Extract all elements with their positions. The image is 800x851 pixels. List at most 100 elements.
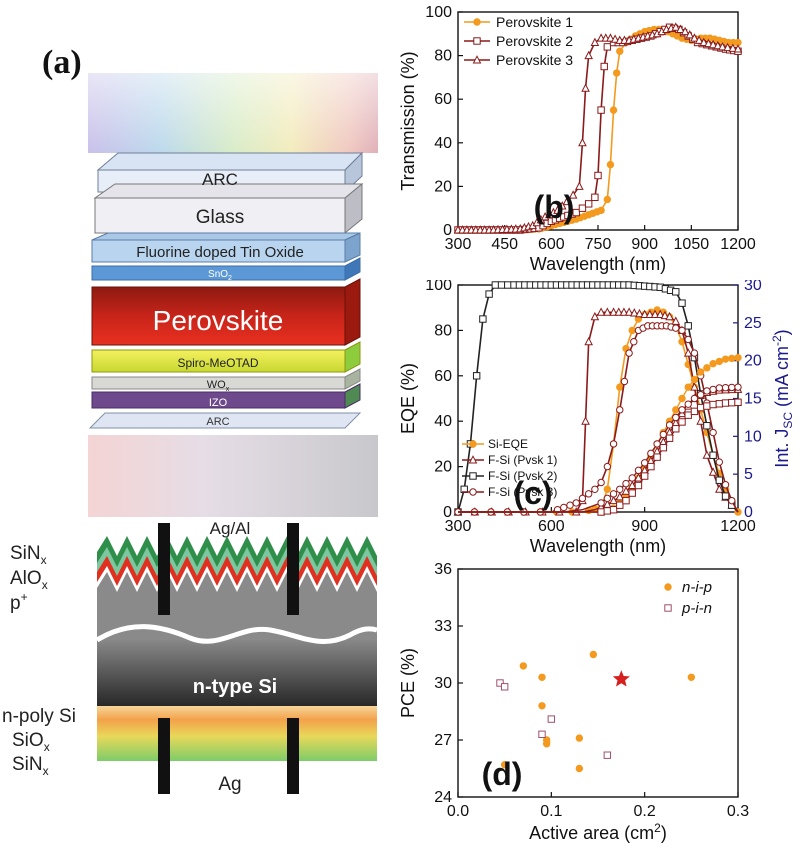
series-n-i-p	[500, 650, 696, 773]
series-perovskite-3	[453, 22, 743, 234]
data-point	[578, 494, 587, 503]
data-point	[591, 193, 599, 202]
layer-sno2	[91, 257, 361, 281]
data-point	[497, 281, 506, 289]
data-point	[479, 315, 487, 323]
x-tick-label: 0.3	[727, 803, 749, 820]
data-point	[610, 34, 620, 43]
x-tick-label: 450	[491, 236, 518, 253]
data-point	[640, 472, 649, 480]
data-point	[672, 406, 680, 414]
y-tick-label: 80	[434, 322, 452, 339]
data-point	[572, 208, 580, 217]
data-point	[620, 377, 629, 386]
data-point	[566, 501, 574, 509]
legend-entry: F-Si (Pvsk 3)	[488, 485, 557, 499]
label-n-poly-si: n-poly Si	[2, 706, 76, 727]
data-point	[603, 462, 612, 471]
x-tick-label: 600	[538, 236, 565, 253]
series-right-2	[458, 383, 742, 513]
data-point	[519, 662, 528, 670]
data-point	[694, 35, 704, 44]
data-point	[603, 43, 612, 51]
label-izo: IZO	[209, 397, 228, 409]
data-point	[628, 489, 636, 497]
x-axis-label: Wavelength (nm)	[530, 254, 666, 274]
y-tick-label: 24	[434, 789, 452, 806]
data-point	[734, 383, 742, 391]
data-point	[715, 484, 724, 493]
data-point	[616, 485, 624, 494]
y-right-tick-label: 25	[744, 315, 762, 332]
data-point	[690, 394, 699, 403]
data-point	[500, 683, 509, 691]
legend-marker	[473, 37, 481, 45]
legend-marker	[469, 440, 477, 448]
data-point	[659, 443, 668, 452]
label-n-type-si: n-type Si	[193, 676, 277, 698]
data-point	[616, 501, 624, 509]
data-point	[671, 22, 681, 31]
data-point	[500, 761, 509, 769]
contact-finger-bottom-left	[158, 718, 170, 794]
data-point	[597, 499, 605, 507]
panel-d-label: (d)	[482, 756, 523, 792]
device-stack-diagram: ARC Glass Fluorine doped Tin Oxide SnO2 …	[2, 73, 378, 795]
data-point	[678, 394, 686, 403]
data-point	[653, 440, 661, 448]
data-point	[678, 406, 686, 414]
x-tick-label: 0.0	[447, 803, 469, 820]
y-right-tick-label: 0	[744, 504, 753, 521]
legend-marker	[469, 488, 477, 496]
data-point	[568, 190, 578, 199]
data-point	[612, 69, 621, 77]
layer-spiro	[91, 341, 361, 373]
data-point	[609, 307, 618, 316]
y-tick-label: 0	[443, 222, 452, 239]
data-point	[690, 375, 699, 384]
label-sinx-top: SiNx	[10, 543, 47, 567]
data-point	[702, 450, 712, 459]
data-point	[690, 407, 699, 416]
y-tick-label: 40	[434, 135, 452, 152]
data-point	[684, 411, 692, 419]
y-right-tick-label: 10	[744, 428, 762, 445]
data-point	[584, 50, 593, 60]
data-point	[589, 650, 598, 659]
data-point	[684, 335, 692, 344]
y-tick-label: 20	[434, 178, 452, 195]
y-tick-label: 100	[425, 280, 452, 294]
data-point	[650, 309, 660, 319]
data-point	[678, 299, 686, 307]
data-point	[721, 399, 730, 407]
data-point	[634, 466, 643, 475]
y-tick-label: 0	[443, 504, 452, 521]
data-point	[597, 478, 605, 487]
data-point	[640, 459, 649, 467]
data-point	[704, 38, 713, 48]
y-tick-label: 80	[434, 48, 452, 65]
legend-entry: Perovskite 3	[496, 52, 573, 68]
y-tick-label: 60	[434, 91, 452, 108]
data-point	[721, 492, 730, 500]
transmitted-light-bar	[88, 435, 378, 517]
data-point	[616, 47, 624, 55]
data-point	[622, 479, 630, 488]
data-point	[728, 43, 738, 52]
layer-izo	[91, 383, 361, 409]
data-point	[709, 359, 717, 368]
data-point	[653, 453, 661, 461]
data-point	[575, 181, 584, 190]
data-point	[625, 349, 633, 357]
data-point	[687, 673, 696, 682]
data-point	[575, 764, 584, 773]
data-point	[721, 383, 730, 392]
x-tick-label: 600	[538, 518, 565, 535]
label-fto: Fluorine doped Tin Oxide	[136, 244, 304, 261]
data-point	[621, 486, 631, 495]
data-point	[609, 440, 618, 448]
series-this-work	[612, 670, 630, 687]
y-right-tick-label: 20	[744, 353, 762, 370]
legend-marker	[664, 583, 672, 591]
data-point	[684, 400, 692, 408]
